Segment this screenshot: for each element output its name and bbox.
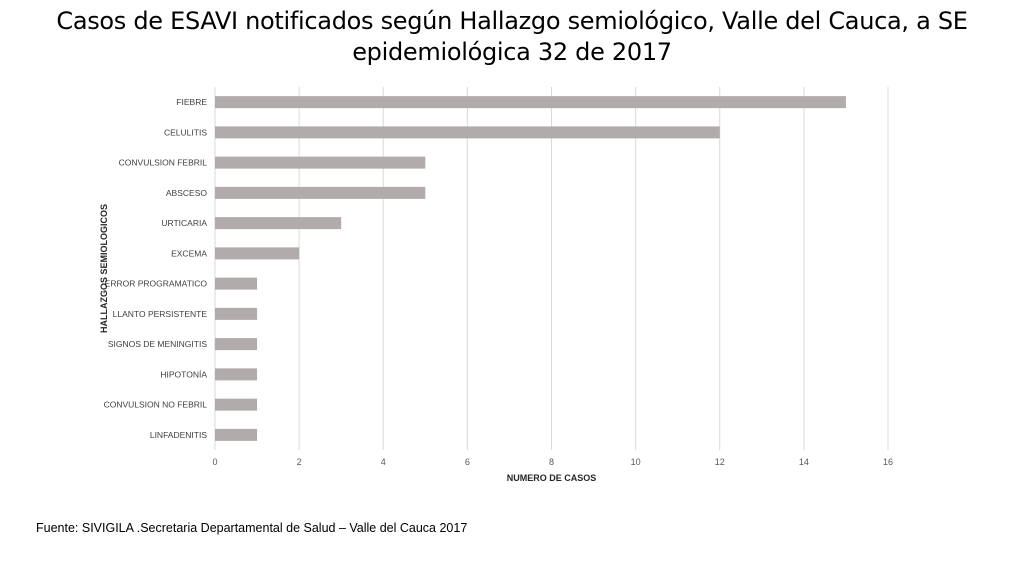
x-tick-label: 12	[715, 457, 725, 467]
x-tick-label: 2	[297, 457, 302, 467]
y-axis-title: HALLAZGOS SEMIOLOGICOS	[99, 204, 109, 333]
gridlines	[214, 87, 889, 450]
bar	[215, 247, 300, 260]
bars	[215, 96, 846, 441]
x-axis-title: NUMERO DE CASOS	[507, 473, 597, 483]
x-tick-label: 4	[381, 457, 386, 467]
x-tick-label: 16	[883, 457, 893, 467]
bar	[215, 277, 258, 290]
category-label: HIPOTONÍA	[160, 369, 207, 379]
category-label: LLANTO PERSISTENTE	[113, 309, 208, 319]
x-tick-label: 0	[212, 457, 217, 467]
x-tick-label: 10	[631, 457, 641, 467]
bar	[215, 126, 720, 139]
bar	[215, 338, 258, 351]
category-label: CELULITIS	[164, 127, 207, 137]
bar	[215, 428, 258, 441]
category-label: LINFADENITIS	[150, 430, 207, 440]
category-labels: FIEBRE CELULITIS CONVULSION FEBRIL ABSCESO U…	[104, 97, 208, 440]
bar	[215, 156, 426, 169]
x-tick-label: 14	[799, 457, 809, 467]
x-tick-label: 8	[549, 457, 554, 467]
category-label: SIGNOS DE MENINGITIS	[108, 339, 208, 349]
bar	[215, 186, 426, 199]
bar	[215, 217, 342, 230]
category-label: URTICARIA	[161, 218, 207, 228]
category-label: EXCEMA	[171, 248, 207, 258]
bar	[215, 307, 258, 320]
category-label: CONVULSION NO FEBRIL	[104, 400, 208, 410]
source-note: Fuente: SIVIGILA .Secretaria Departament…	[36, 521, 468, 535]
bar	[215, 398, 258, 411]
chart-title: Casos de ESAVI notificados según Hallazg…	[56, 7, 968, 66]
x-tick-labels: 0 2 4 6 8 10 12 14 16	[212, 457, 893, 467]
category-label: ERROR PROGRAMATICO	[105, 279, 208, 289]
x-tick-label: 6	[465, 457, 470, 467]
category-label: ABSCESO	[166, 188, 207, 198]
category-label: FIEBRE	[176, 97, 207, 107]
category-label: CONVULSION FEBRIL	[119, 158, 208, 168]
bar	[215, 96, 846, 109]
bar	[215, 368, 258, 381]
